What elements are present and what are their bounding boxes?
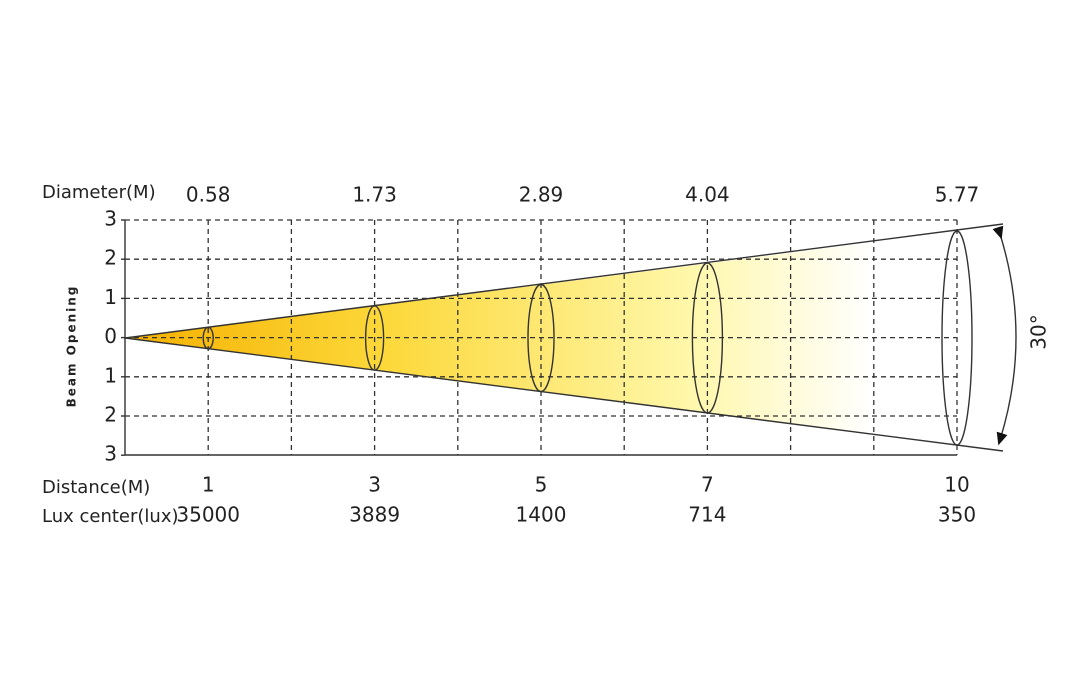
diameter: 0.58 <box>186 183 231 207</box>
distance: 7 <box>701 473 714 497</box>
beam-edge <box>124 223 1004 339</box>
beam-edge <box>124 337 1004 452</box>
beam-section <box>941 230 973 446</box>
distance: 10 <box>944 473 969 497</box>
beam-section <box>527 283 555 393</box>
lux: 714 <box>688 503 726 527</box>
angle-label: 30° <box>1027 314 1051 349</box>
y-label: 2 <box>104 403 117 427</box>
lux-label: Lux center(lux) <box>42 506 179 527</box>
angle-arrow <box>992 225 1017 446</box>
diameter: 5.77 <box>935 183 980 207</box>
y-label: 0 <box>104 324 117 348</box>
diameter: 4.04 <box>685 183 730 207</box>
diameter-label: Diameter(M) <box>42 182 156 203</box>
beam-label: Beam Opening <box>65 285 79 408</box>
grid <box>125 219 958 455</box>
diameter: 2.89 <box>519 183 564 207</box>
lux: 1400 <box>516 503 567 527</box>
lux: 3889 <box>349 503 400 527</box>
lux: 350 <box>938 503 976 527</box>
diameter: 1.73 <box>352 183 397 207</box>
lux: 35000 <box>176 503 240 527</box>
beam-section <box>364 305 385 371</box>
distance: 1 <box>202 473 215 497</box>
y-label: 2 <box>104 246 117 270</box>
distance: 5 <box>535 473 548 497</box>
distance-label: Distance(M) <box>42 477 150 498</box>
distance: 3 <box>368 473 381 497</box>
y-label: 3 <box>104 442 117 466</box>
y-label: 1 <box>104 363 117 387</box>
y-label: 3 <box>104 207 117 231</box>
beam-section <box>691 262 724 414</box>
beam-section <box>202 326 214 350</box>
y-label: 1 <box>104 285 117 309</box>
